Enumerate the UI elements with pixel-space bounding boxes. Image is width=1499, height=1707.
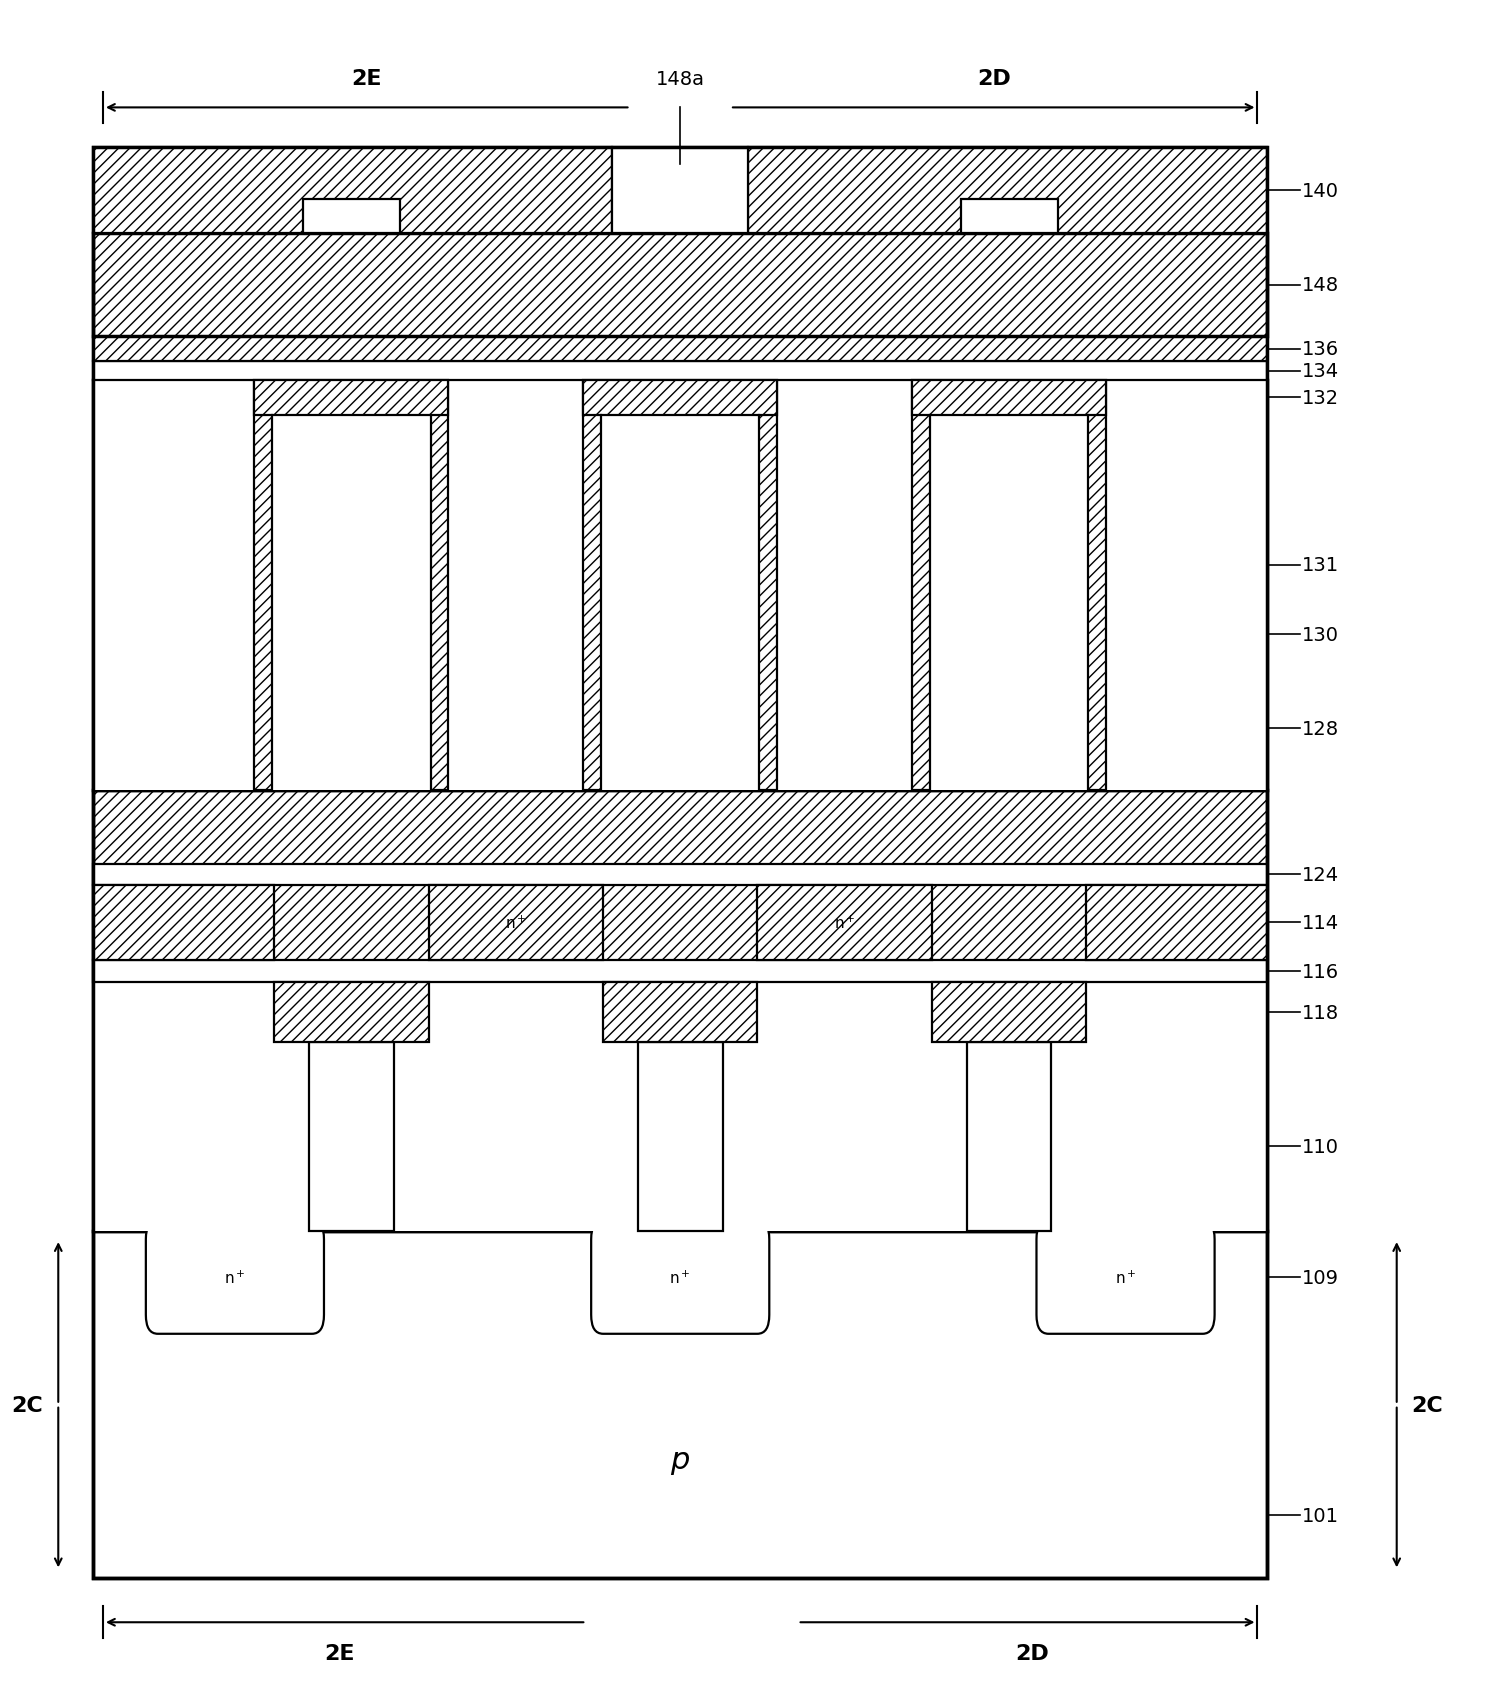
Text: 148: 148 bbox=[1303, 277, 1339, 295]
Bar bbox=[429, 884, 603, 961]
Text: 2D: 2D bbox=[977, 70, 1010, 89]
Bar bbox=[255, 381, 448, 415]
Text: 148a: 148a bbox=[655, 70, 705, 89]
Bar bbox=[274, 983, 429, 1043]
Bar bbox=[757, 983, 932, 1043]
Bar bbox=[303, 200, 400, 234]
Bar bbox=[1087, 884, 1267, 961]
FancyBboxPatch shape bbox=[1036, 1221, 1214, 1333]
Text: 109: 109 bbox=[1303, 1268, 1339, 1287]
Text: 134: 134 bbox=[1303, 362, 1339, 381]
Bar bbox=[93, 381, 255, 790]
Text: 2E: 2E bbox=[352, 70, 382, 89]
Bar bbox=[601, 415, 760, 790]
Bar bbox=[583, 381, 778, 415]
Bar bbox=[93, 362, 1267, 381]
Text: 128: 128 bbox=[1303, 720, 1339, 739]
Bar bbox=[93, 234, 1267, 336]
Bar bbox=[93, 983, 274, 1043]
Bar bbox=[93, 149, 612, 234]
Text: 2D: 2D bbox=[1016, 1642, 1049, 1663]
Text: 118: 118 bbox=[1303, 1004, 1339, 1022]
Bar bbox=[93, 884, 274, 961]
Bar bbox=[1087, 983, 1267, 1043]
Bar bbox=[448, 381, 583, 790]
Text: 2C: 2C bbox=[12, 1395, 43, 1415]
Text: 114: 114 bbox=[1303, 913, 1339, 932]
FancyBboxPatch shape bbox=[591, 1221, 769, 1333]
Text: 2E: 2E bbox=[324, 1642, 355, 1663]
Bar bbox=[967, 1043, 1051, 1231]
Bar bbox=[429, 983, 603, 1043]
Bar bbox=[639, 1043, 723, 1231]
Text: 140: 140 bbox=[1303, 181, 1339, 200]
Text: 101: 101 bbox=[1303, 1506, 1339, 1524]
Bar bbox=[93, 961, 1267, 983]
Text: n$^+$: n$^+$ bbox=[1115, 1268, 1136, 1285]
Bar bbox=[93, 864, 1267, 884]
Bar bbox=[961, 200, 1057, 234]
Bar bbox=[394, 1043, 639, 1231]
Bar bbox=[748, 149, 1267, 234]
Bar bbox=[911, 381, 1106, 415]
Text: 2C: 2C bbox=[1412, 1395, 1444, 1415]
Text: n$^+$: n$^+$ bbox=[223, 1268, 246, 1285]
Bar bbox=[757, 884, 932, 961]
Bar bbox=[612, 149, 748, 234]
Bar bbox=[93, 149, 1267, 1579]
Text: 124: 124 bbox=[1303, 865, 1339, 884]
Bar bbox=[93, 1231, 1267, 1579]
Text: 132: 132 bbox=[1303, 389, 1339, 408]
Bar bbox=[723, 1043, 967, 1231]
Text: 110: 110 bbox=[1303, 1137, 1339, 1156]
Bar bbox=[929, 415, 1088, 790]
Text: 131: 131 bbox=[1303, 556, 1339, 575]
Bar bbox=[93, 381, 1267, 790]
Bar bbox=[583, 381, 778, 790]
Bar bbox=[911, 381, 1106, 790]
Bar bbox=[309, 1043, 394, 1231]
FancyBboxPatch shape bbox=[145, 1221, 324, 1333]
Text: 116: 116 bbox=[1303, 963, 1339, 982]
Bar bbox=[273, 415, 430, 790]
Text: 130: 130 bbox=[1303, 625, 1339, 644]
Text: 136: 136 bbox=[1303, 340, 1339, 358]
Bar bbox=[778, 381, 911, 790]
Bar bbox=[1106, 381, 1267, 790]
Text: p: p bbox=[670, 1446, 690, 1475]
Bar bbox=[93, 336, 1267, 362]
Bar bbox=[255, 381, 448, 790]
Bar bbox=[93, 790, 1267, 1231]
Bar bbox=[1051, 1043, 1267, 1231]
Text: n$^+$: n$^+$ bbox=[670, 1268, 691, 1285]
Text: n$^+$: n$^+$ bbox=[833, 915, 856, 932]
Bar bbox=[603, 983, 757, 1043]
Bar bbox=[93, 1043, 309, 1231]
Text: n$^+$: n$^+$ bbox=[505, 915, 526, 932]
Bar bbox=[932, 983, 1087, 1043]
